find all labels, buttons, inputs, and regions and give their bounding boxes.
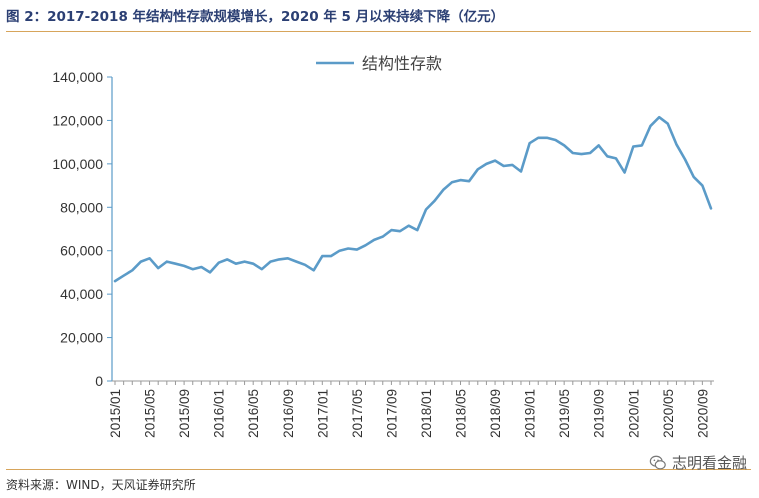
series-group: [113, 115, 713, 283]
wechat-icon: [649, 455, 666, 469]
y-tick-label: 40,000: [60, 286, 103, 302]
x-tick-label: 2019/05: [557, 389, 572, 438]
y-tick-label: 20,000: [60, 330, 103, 346]
series-line: [113, 115, 713, 283]
watermark: 志明看金融: [649, 452, 747, 473]
x-tick-label: 2017/01: [315, 389, 330, 438]
x-tick-label: 2019/09: [592, 389, 607, 438]
x-tick-label: 2018/01: [419, 389, 434, 438]
chart-title: 图 2：2017-2018 年结构性存款规模增长，2020 年 5 月以来持续下…: [6, 9, 505, 25]
source-note: 资料来源：WIND，天风证券研究所: [6, 478, 196, 492]
legend-label: 结构性存款: [362, 54, 442, 73]
x-tick-label: 2016/01: [212, 389, 227, 438]
header-rule: [6, 31, 751, 32]
y-tick-label: 60,000: [60, 243, 103, 259]
x-tick-label: 2020/05: [661, 389, 676, 438]
line-chart: 0 20,000 40,000 60,000 80,000 100,000 120,000 1…: [52, 54, 714, 438]
footer-rule: [6, 469, 751, 470]
x-tick-label: 2016/09: [281, 389, 296, 438]
legend: 结构性存款: [316, 54, 442, 73]
y-tick-label: 0: [95, 373, 103, 389]
x-axis-ticks: 2015/01 2015/05 2015/09 2016/01 2016/05 2016/…: [108, 381, 712, 438]
y-tick-label: 100,000: [52, 156, 103, 172]
y-tick-label: 120,000: [52, 112, 103, 128]
chart-axes: [111, 77, 714, 382]
x-tick-label: 2015/05: [143, 389, 158, 438]
watermark-text: 志明看金融: [671, 454, 747, 472]
x-tick-label: 2018/05: [454, 389, 469, 438]
x-tick-label: 2017/05: [350, 389, 365, 438]
x-tick-label: 2020/09: [695, 389, 710, 438]
x-tick-label: 2018/09: [488, 389, 503, 438]
x-tick-label: 2016/05: [246, 389, 261, 438]
x-tick-label: 2020/01: [626, 389, 641, 438]
y-tick-label: 140,000: [52, 69, 103, 85]
y-tick-label: 80,000: [60, 199, 103, 215]
y-axis-ticks: 0 20,000 40,000 60,000 80,000 100,000 120,000 1…: [52, 69, 112, 389]
x-tick-label: 2015/01: [108, 389, 123, 438]
x-tick-label: 2017/09: [384, 389, 399, 438]
x-tick-label: 2015/09: [177, 389, 192, 438]
x-tick-label: 2019/01: [523, 389, 538, 438]
